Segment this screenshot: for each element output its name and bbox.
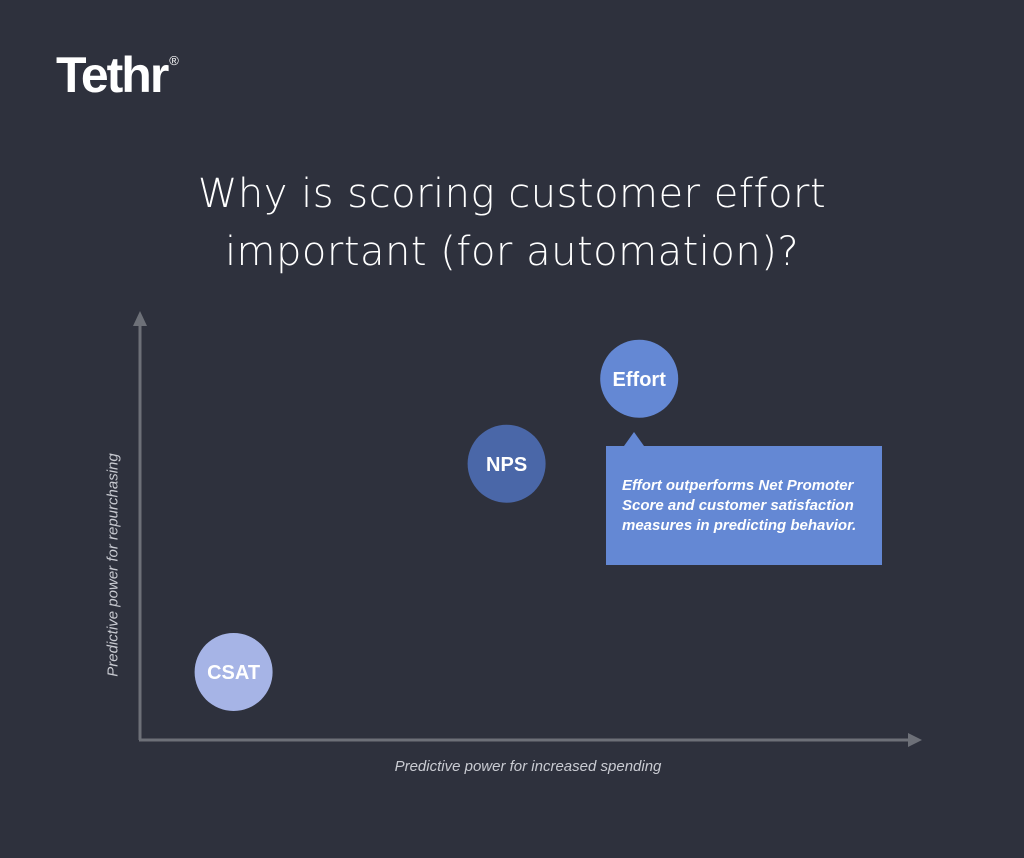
point-circle <box>600 339 679 418</box>
effort-callout: Effort outperforms Net Promoter Score an… <box>606 432 882 565</box>
registered-mark: ® <box>169 53 179 68</box>
y-axis-arrow <box>133 311 147 326</box>
y-axis-label: Predictive power for repurchasing <box>104 453 122 677</box>
point-csat: CSAT <box>194 633 273 711</box>
tethr-logo: Tethr ® <box>56 47 179 103</box>
point-label: NPS <box>486 454 527 476</box>
title-text: Why is scoring customer effort important… <box>197 171 827 275</box>
point-effort: Effort <box>600 339 679 418</box>
point-label: CSAT <box>207 662 260 684</box>
x-axis-label: Predictive power for increased spending <box>394 758 662 775</box>
point-label: Effort <box>613 369 667 391</box>
logo-text: Tethr <box>56 47 169 103</box>
x-axis-arrow <box>908 733 922 747</box>
chart-title: Why is scoring customer effort important… <box>0 165 1024 281</box>
point-circle <box>194 633 273 711</box>
point-nps: NPS <box>467 424 546 503</box>
point-circle <box>467 424 546 503</box>
